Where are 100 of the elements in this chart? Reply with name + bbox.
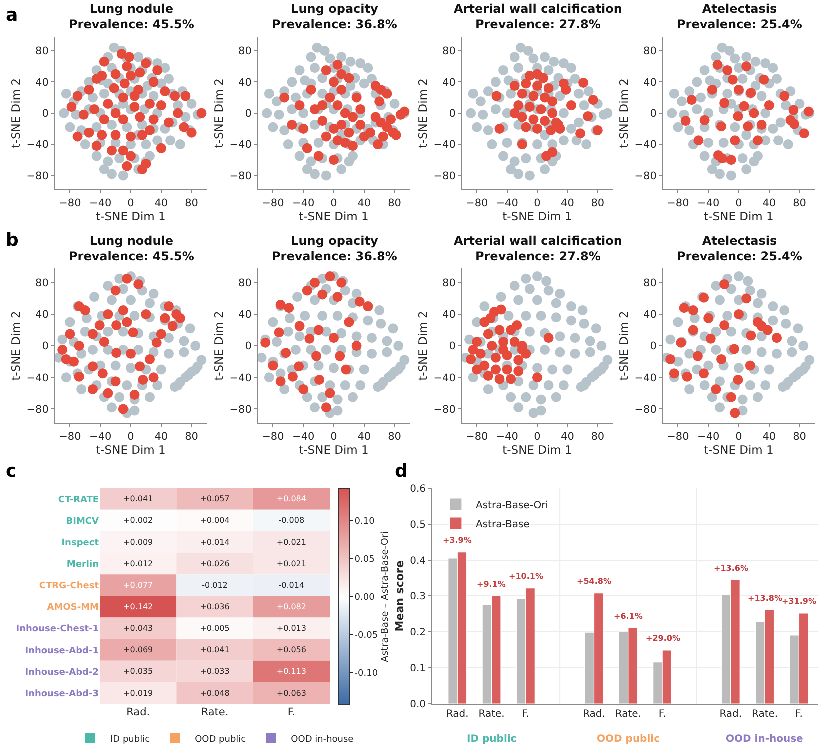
point (753, 317, 763, 328)
x-tick-label: F. (522, 709, 530, 720)
data-label: +0.013 (276, 624, 306, 634)
x-tick-label: Rate. (752, 709, 778, 720)
y-tick-label: 0.6 (410, 484, 426, 495)
data-label: +0.041 (124, 494, 154, 504)
point (276, 376, 286, 387)
point (80, 306, 90, 316)
y-tick-label: −40 (26, 139, 49, 152)
point (156, 100, 166, 111)
point (682, 372, 692, 382)
annotation: +31.9% (782, 597, 816, 606)
text: d (395, 461, 408, 482)
point (58, 344, 68, 355)
point (472, 364, 482, 375)
x-tick-label: 40 (561, 197, 574, 210)
color-bar-label: -0.10 (354, 669, 378, 680)
point (160, 313, 170, 324)
y-tick-label: −80 (230, 170, 252, 182)
category-label: ID public (110, 735, 150, 746)
x-tick-label: 0 (736, 431, 742, 444)
point (494, 374, 505, 384)
x-tick-label: 0 (128, 197, 134, 210)
point (528, 114, 539, 125)
point (78, 110, 89, 120)
point (110, 108, 121, 118)
y-tick-label: 80 (36, 278, 49, 290)
point (122, 161, 132, 172)
x-axis-title: t-SNE Dim 1 (299, 443, 369, 458)
point (107, 146, 117, 156)
point (517, 88, 528, 99)
y-tick-label: Inspect (62, 538, 100, 548)
point (510, 81, 520, 92)
data-label: +0.057 (200, 494, 230, 504)
x-tick-label: Rad. (720, 709, 742, 720)
x-tick-label: 80 (185, 197, 198, 210)
point (487, 341, 498, 352)
point (137, 164, 148, 174)
data-label: +0.021 (276, 559, 306, 568)
x-tick-label: −40 (496, 197, 518, 210)
point (492, 91, 502, 102)
y-axis-title: t-SNE Dim 2 (416, 78, 430, 148)
point (284, 303, 294, 314)
point (128, 328, 138, 338)
point (103, 309, 114, 320)
y-axis-title: t-SNE Dim 2 (617, 78, 632, 148)
text: b (6, 230, 19, 251)
x-axis-title: t-SNE Dim 1 (96, 443, 166, 458)
point (348, 112, 358, 122)
point (99, 337, 110, 348)
point (314, 325, 324, 336)
y-tick-label: 0 (650, 108, 657, 120)
point (686, 95, 697, 106)
color-bar-label: -0.05 (354, 631, 378, 642)
point (318, 116, 328, 126)
point (496, 304, 506, 315)
y-tick-label: 0.1 (410, 664, 426, 675)
point (135, 112, 146, 122)
point (722, 65, 733, 76)
point (179, 122, 190, 132)
point (118, 146, 128, 156)
data-label: +0.084 (276, 494, 306, 504)
point (332, 292, 343, 302)
point (476, 348, 486, 359)
point (344, 73, 354, 84)
y-tick-label: 80 (36, 46, 49, 58)
y-tick-label: −80 (434, 170, 456, 182)
point (118, 306, 128, 316)
point (310, 278, 320, 288)
y-tick-label: Merlin (66, 560, 99, 570)
y-tick-label: 0.0 (410, 700, 426, 711)
point (726, 392, 736, 402)
y-axis-title: t-SNE Dim 2 (212, 311, 226, 381)
point (156, 329, 166, 340)
point (118, 114, 128, 125)
point (354, 296, 365, 307)
y-tick-label: 0 (650, 340, 657, 353)
point (546, 126, 556, 136)
point (548, 96, 558, 107)
point (536, 104, 546, 114)
x-tick-label: 80 (591, 197, 605, 210)
x-tick-label: −80 (262, 197, 284, 210)
data-label: +0.113 (276, 667, 306, 676)
x-tick-label: F. (288, 706, 296, 719)
point (729, 344, 740, 354)
point (540, 116, 550, 126)
y-tick-label: −80 (634, 404, 657, 416)
y-tick-label: 40 (36, 76, 49, 89)
point (321, 132, 332, 142)
x-tick-label: −40 (292, 197, 315, 210)
point (148, 77, 159, 88)
point (336, 84, 347, 95)
chart-title: Arterial wall calcification Prevalence: 27.8% (454, 234, 622, 264)
point (348, 141, 358, 152)
point (336, 69, 347, 80)
x-tick-label: Rate. (478, 709, 505, 720)
point (98, 368, 108, 379)
point (340, 108, 350, 118)
x-tick-label: F. (796, 709, 803, 720)
point (88, 362, 98, 372)
